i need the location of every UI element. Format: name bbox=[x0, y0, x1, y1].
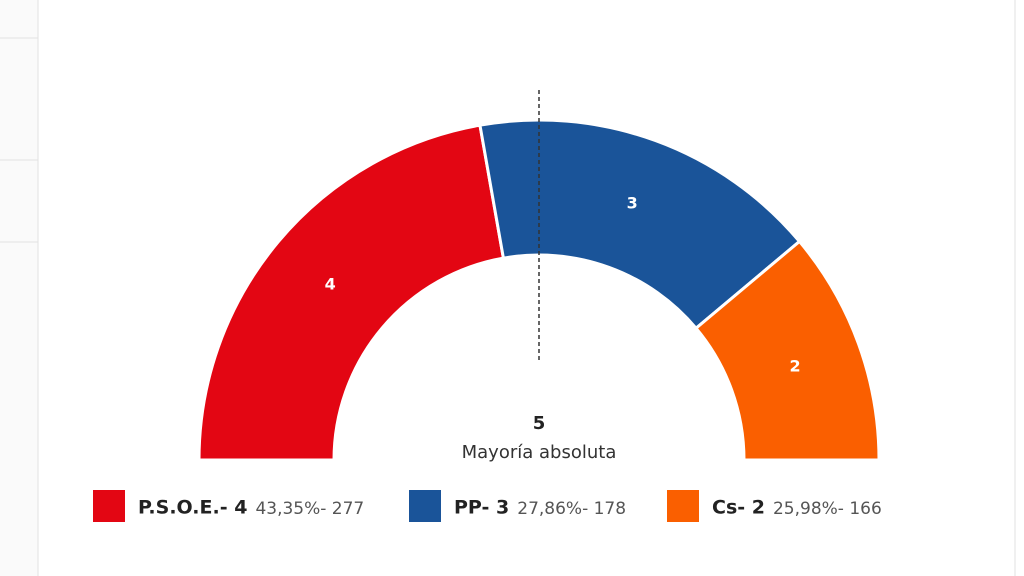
legend-label: Cs- 2 bbox=[712, 497, 765, 519]
seat-segment bbox=[693, 239, 881, 462]
segment-label: 2 bbox=[789, 356, 800, 375]
legend-label: PP- 3 bbox=[454, 497, 509, 519]
majority-value: 5 bbox=[533, 413, 546, 434]
seat-segment bbox=[197, 123, 506, 462]
legend-detail: 25,98%- 166 bbox=[773, 499, 882, 519]
side-panel bbox=[0, 0, 38, 576]
segment-label: 4 bbox=[325, 274, 336, 293]
legend-swatch bbox=[409, 490, 441, 522]
legend-detail: 43,35%- 277 bbox=[255, 499, 364, 519]
seat-segment bbox=[478, 118, 802, 331]
chart: 4 3 2 P.S.O.E.- 4 43,35%- 277 PP- 3 27,86%- 17… bbox=[93, 90, 882, 522]
segment-label: 3 bbox=[627, 193, 638, 212]
majority-label: Mayoría absoluta bbox=[462, 442, 617, 463]
legend-swatch bbox=[667, 490, 699, 522]
legend-label: P.S.O.E.- 4 bbox=[138, 497, 247, 519]
legend-swatch bbox=[93, 490, 125, 522]
legend-detail: 27,86%- 178 bbox=[517, 499, 626, 519]
